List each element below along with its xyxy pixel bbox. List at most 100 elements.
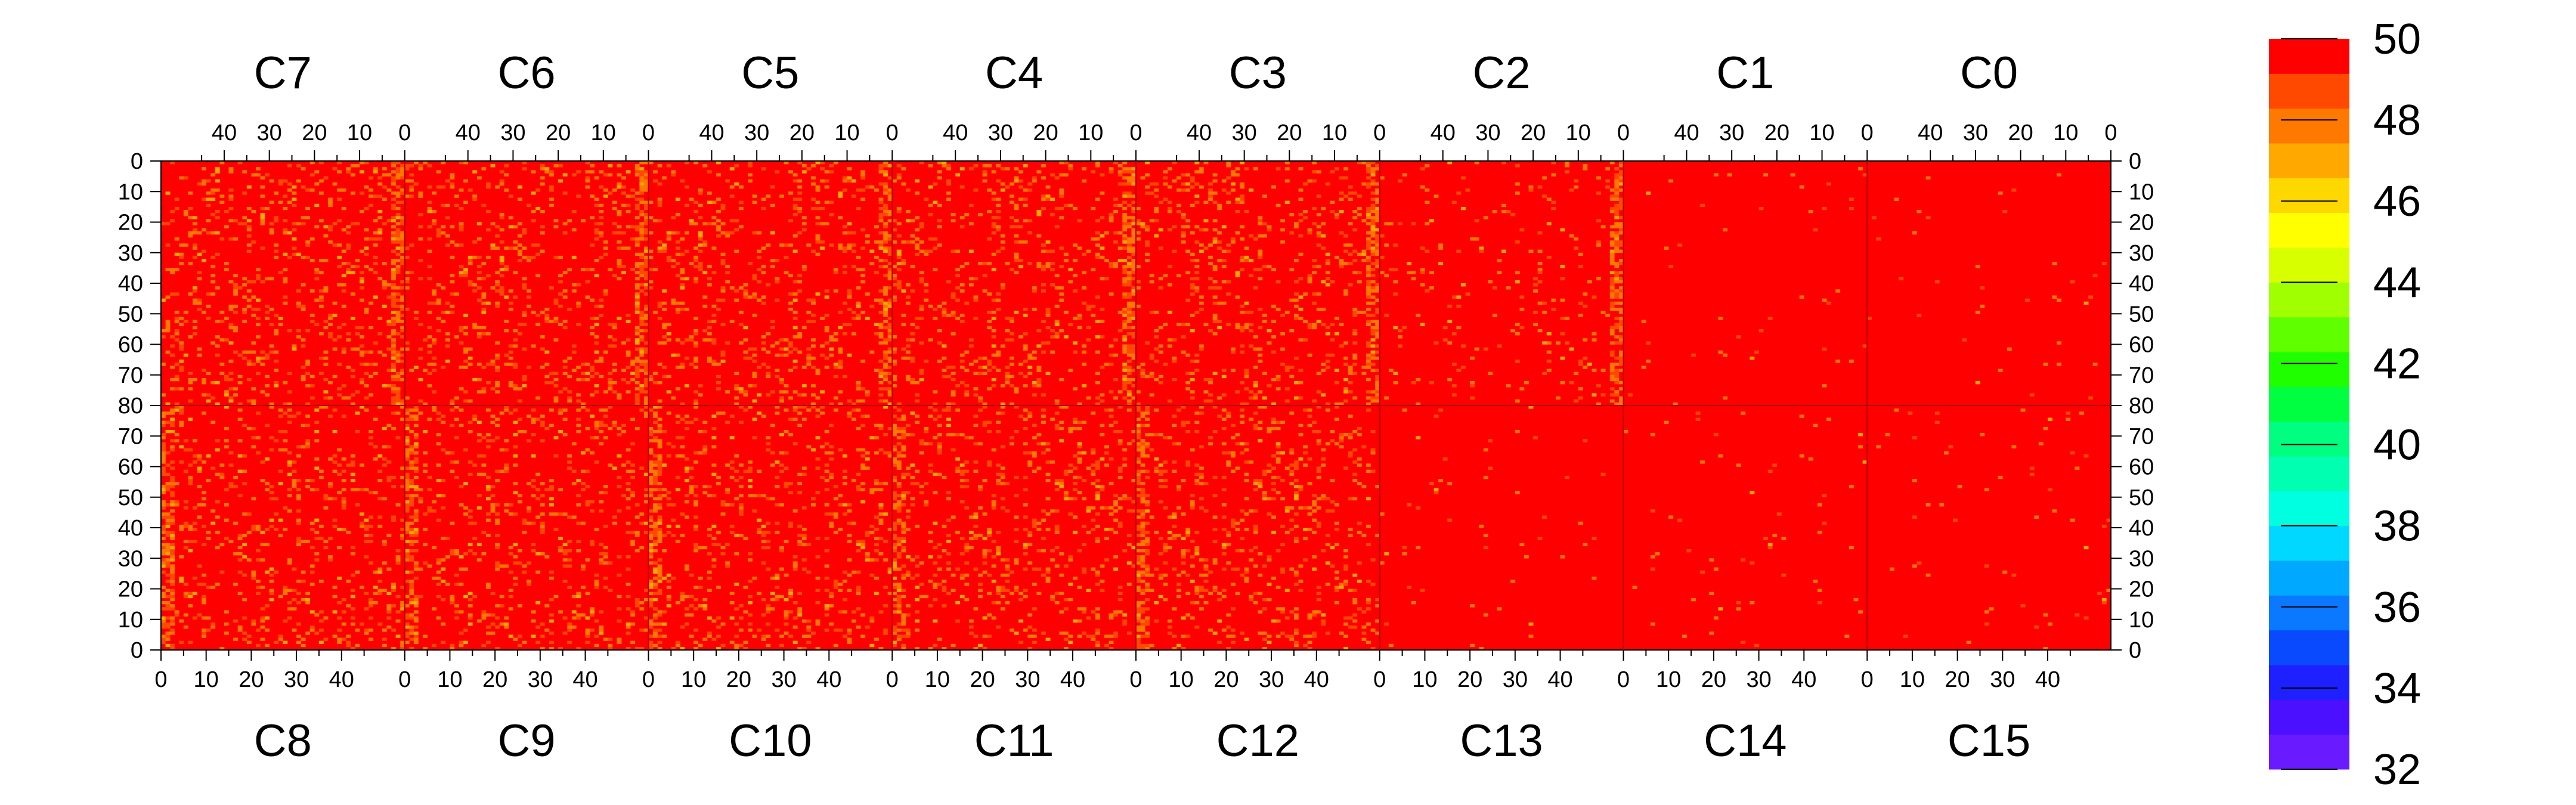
heatmap-cell (617, 607, 622, 611)
heatmap-cell (1086, 304, 1091, 308)
heatmap-cell (174, 610, 179, 614)
heatmap-cell (486, 228, 491, 232)
heatmap-cell (283, 194, 288, 198)
heatmap-cell (486, 583, 491, 586)
heatmap-cell (508, 363, 513, 366)
heatmap-cell (255, 436, 261, 439)
heatmap-cell (341, 289, 346, 293)
heatmap-cell (634, 604, 640, 608)
heatmap-cell (165, 580, 171, 583)
heatmap-cell (224, 445, 229, 449)
heatmap-cell (982, 371, 987, 376)
heatmap-cell (549, 485, 554, 488)
heatmap-cell (766, 610, 771, 614)
heatmap-cell (233, 286, 238, 290)
heatmap-cell (562, 549, 568, 553)
heatmap-cell (675, 197, 680, 201)
heatmap-cell (1126, 240, 1132, 244)
heatmap-cell (585, 176, 590, 180)
heatmap-cell (418, 194, 423, 198)
heatmap-cell (657, 537, 662, 540)
heatmap-cell (792, 561, 798, 565)
heatmap-cell (716, 626, 721, 629)
heatmap-cell (743, 350, 748, 354)
heatmap-cell (174, 206, 179, 210)
heatmap-cell (400, 170, 405, 174)
heatmap-cell (170, 555, 175, 559)
heatmap-cell (432, 210, 437, 213)
heatmap-cell (698, 249, 703, 253)
heatmap-cell (829, 592, 834, 596)
heatmap-cell (499, 604, 504, 608)
heatmap-cell (386, 616, 392, 620)
heatmap-cell (1036, 170, 1042, 174)
heatmap-cell (1014, 206, 1019, 210)
heatmap-cell (404, 457, 410, 461)
heatmap-cell (689, 338, 694, 342)
heatmap-cell (653, 497, 658, 501)
heatmap-cell (332, 454, 338, 458)
heatmap-cell (436, 411, 441, 415)
heatmap-cell (423, 512, 428, 516)
heatmap-cell (413, 564, 419, 568)
heatmap-cell (1122, 225, 1128, 229)
heatmap-cell (269, 524, 274, 528)
heatmap-cell (179, 323, 184, 327)
heatmap-cell (400, 295, 405, 299)
heatmap-cell (725, 341, 730, 345)
heatmap-cell (432, 577, 437, 580)
heatmap-cell (472, 463, 478, 467)
heatmap-cell (599, 491, 604, 494)
heatmap-cell (693, 255, 699, 259)
heatmap-cell (729, 524, 735, 528)
heatmap-cell (689, 491, 694, 494)
heatmap-cell (197, 469, 202, 473)
heatmap-cell (391, 485, 396, 488)
heatmap-cell (562, 558, 568, 562)
heatmap-cell (202, 595, 206, 599)
heatmap-cell (982, 289, 987, 293)
heatmap-cell (643, 255, 649, 259)
heatmap-cell (287, 231, 292, 235)
heatmap-cell (1068, 268, 1073, 271)
heatmap-cell (675, 601, 680, 605)
heatmap-cell (1091, 170, 1096, 174)
heatmap-cell (599, 442, 604, 445)
heatmap-cell (648, 552, 654, 556)
heatmap-cell (639, 271, 645, 274)
heatmap-cell (887, 301, 893, 305)
heatmap-cell (463, 595, 469, 599)
heatmap-cell (486, 182, 491, 186)
heatmap-cell (436, 417, 441, 421)
heatmap-cell (202, 497, 206, 501)
heatmap-cell (639, 384, 645, 388)
heatmap-cell (643, 206, 649, 210)
heatmap-cell (752, 277, 757, 281)
heatmap-cell (481, 295, 487, 299)
heatmap-cell (671, 646, 676, 651)
heatmap-cell (576, 479, 581, 482)
heatmap-cell (386, 335, 392, 339)
heatmap-cell (161, 445, 166, 449)
heatmap-cell (170, 494, 175, 498)
heatmap-cell (391, 366, 396, 369)
heatmap-cell (603, 485, 608, 488)
heatmap-cell (404, 604, 410, 608)
heatmap-cell (450, 451, 455, 455)
heatmap-cell (377, 592, 383, 596)
heatmap-cell (228, 371, 234, 376)
heatmap-cell (905, 283, 911, 287)
heatmap-cell (404, 640, 410, 645)
heatmap-cell (883, 265, 888, 268)
heatmap-cell (459, 555, 464, 559)
heatmap-cell (170, 445, 175, 449)
heatmap-cell (278, 200, 283, 205)
heatmap-cell (847, 323, 852, 327)
heatmap-cell (991, 298, 996, 302)
heatmap-cell (874, 271, 879, 274)
heatmap-cell (648, 592, 654, 596)
heatmap-cell (161, 457, 166, 461)
heatmap-cell (1086, 249, 1091, 253)
heatmap-cell (634, 286, 640, 290)
heatmap-cell (179, 411, 184, 415)
